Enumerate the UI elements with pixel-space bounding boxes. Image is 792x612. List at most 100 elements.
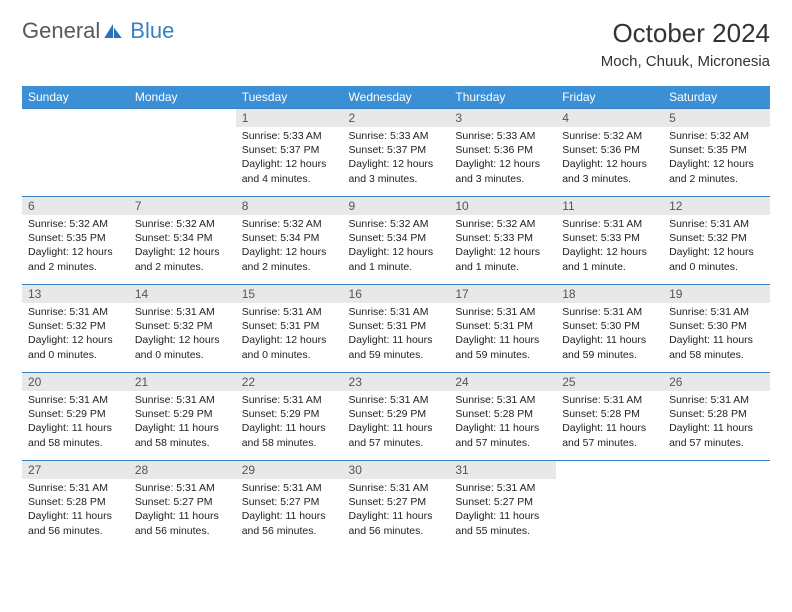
sunset-line: Sunset: 5:33 PM [455,231,550,245]
calendar-empty-cell [663,461,770,549]
sunset-line: Sunset: 5:27 PM [349,495,444,509]
day-body: Sunrise: 5:33 AMSunset: 5:37 PMDaylight:… [343,127,450,190]
calendar-day-cell: 10Sunrise: 5:32 AMSunset: 5:33 PMDayligh… [449,197,556,285]
calendar-day-cell: 13Sunrise: 5:31 AMSunset: 5:32 PMDayligh… [22,285,129,373]
calendar-day-cell: 30Sunrise: 5:31 AMSunset: 5:27 PMDayligh… [343,461,450,549]
day-body: Sunrise: 5:31 AMSunset: 5:28 PMDaylight:… [556,391,663,454]
day-number: 3 [449,109,556,127]
day-body: Sunrise: 5:32 AMSunset: 5:34 PMDaylight:… [236,215,343,278]
day-number: 19 [663,285,770,303]
day-body: Sunrise: 5:31 AMSunset: 5:29 PMDaylight:… [129,391,236,454]
weekday-header: Friday [556,86,663,109]
day-body: Sunrise: 5:31 AMSunset: 5:27 PMDaylight:… [343,479,450,542]
sunrise-line: Sunrise: 5:32 AM [562,129,657,143]
day-body: Sunrise: 5:32 AMSunset: 5:34 PMDaylight:… [129,215,236,278]
daylight-line: Daylight: 12 hours and 2 minutes. [669,157,764,185]
day-body: Sunrise: 5:31 AMSunset: 5:27 PMDaylight:… [449,479,556,542]
day-number: 21 [129,373,236,391]
daylight-line: Daylight: 11 hours and 59 minutes. [562,333,657,361]
calendar-empty-cell [22,109,129,197]
sunset-line: Sunset: 5:35 PM [669,143,764,157]
sunset-line: Sunset: 5:27 PM [242,495,337,509]
daylight-line: Daylight: 12 hours and 0 minutes. [28,333,123,361]
sunset-line: Sunset: 5:35 PM [28,231,123,245]
day-number: 18 [556,285,663,303]
sunset-line: Sunset: 5:34 PM [349,231,444,245]
sunrise-line: Sunrise: 5:31 AM [135,305,230,319]
daylight-line: Daylight: 11 hours and 58 minutes. [669,333,764,361]
sunrise-line: Sunrise: 5:32 AM [242,217,337,231]
daylight-line: Daylight: 12 hours and 3 minutes. [349,157,444,185]
calendar-week-row: 20Sunrise: 5:31 AMSunset: 5:29 PMDayligh… [22,373,770,461]
daylight-line: Daylight: 12 hours and 2 minutes. [28,245,123,273]
day-number: 28 [129,461,236,479]
sunrise-line: Sunrise: 5:31 AM [242,481,337,495]
calendar-day-cell: 22Sunrise: 5:31 AMSunset: 5:29 PMDayligh… [236,373,343,461]
day-number: 1 [236,109,343,127]
day-body: Sunrise: 5:32 AMSunset: 5:35 PMDaylight:… [663,127,770,190]
calendar-day-cell: 8Sunrise: 5:32 AMSunset: 5:34 PMDaylight… [236,197,343,285]
daylight-line: Daylight: 11 hours and 59 minutes. [455,333,550,361]
daylight-line: Daylight: 12 hours and 1 minute. [455,245,550,273]
calendar-week-row: 27Sunrise: 5:31 AMSunset: 5:28 PMDayligh… [22,461,770,549]
day-number: 31 [449,461,556,479]
daylight-line: Daylight: 11 hours and 55 minutes. [455,509,550,537]
day-body: Sunrise: 5:31 AMSunset: 5:33 PMDaylight:… [556,215,663,278]
page-title: October 2024 [601,18,770,49]
weekday-header-row: SundayMondayTuesdayWednesdayThursdayFrid… [22,86,770,109]
calendar-day-cell: 26Sunrise: 5:31 AMSunset: 5:28 PMDayligh… [663,373,770,461]
sunrise-line: Sunrise: 5:31 AM [562,393,657,407]
daylight-line: Daylight: 12 hours and 1 minute. [349,245,444,273]
brand-logo: General Blue [22,18,174,44]
day-body: Sunrise: 5:32 AMSunset: 5:36 PMDaylight:… [556,127,663,190]
daylight-line: Daylight: 11 hours and 56 minutes. [135,509,230,537]
calendar-day-cell: 9Sunrise: 5:32 AMSunset: 5:34 PMDaylight… [343,197,450,285]
sunset-line: Sunset: 5:32 PM [28,319,123,333]
calendar-day-cell: 21Sunrise: 5:31 AMSunset: 5:29 PMDayligh… [129,373,236,461]
day-number: 22 [236,373,343,391]
sunrise-line: Sunrise: 5:31 AM [349,481,444,495]
sunset-line: Sunset: 5:31 PM [349,319,444,333]
calendar-day-cell: 4Sunrise: 5:32 AMSunset: 5:36 PMDaylight… [556,109,663,197]
calendar-day-cell: 12Sunrise: 5:31 AMSunset: 5:32 PMDayligh… [663,197,770,285]
sunrise-line: Sunrise: 5:31 AM [135,393,230,407]
day-body: Sunrise: 5:31 AMSunset: 5:28 PMDaylight:… [449,391,556,454]
calendar-day-cell: 3Sunrise: 5:33 AMSunset: 5:36 PMDaylight… [449,109,556,197]
day-number: 20 [22,373,129,391]
calendar-day-cell: 20Sunrise: 5:31 AMSunset: 5:29 PMDayligh… [22,373,129,461]
calendar-day-cell: 7Sunrise: 5:32 AMSunset: 5:34 PMDaylight… [129,197,236,285]
sunset-line: Sunset: 5:34 PM [135,231,230,245]
sunset-line: Sunset: 5:29 PM [135,407,230,421]
sunrise-line: Sunrise: 5:32 AM [28,217,123,231]
sunrise-line: Sunrise: 5:32 AM [135,217,230,231]
sunrise-line: Sunrise: 5:31 AM [28,481,123,495]
weekday-header: Tuesday [236,86,343,109]
sunrise-line: Sunrise: 5:31 AM [455,305,550,319]
day-number: 10 [449,197,556,215]
sunrise-line: Sunrise: 5:31 AM [455,481,550,495]
day-body: Sunrise: 5:31 AMSunset: 5:31 PMDaylight:… [449,303,556,366]
sunset-line: Sunset: 5:28 PM [28,495,123,509]
calendar-day-cell: 23Sunrise: 5:31 AMSunset: 5:29 PMDayligh… [343,373,450,461]
day-number: 13 [22,285,129,303]
daylight-line: Daylight: 11 hours and 58 minutes. [135,421,230,449]
weekday-header: Wednesday [343,86,450,109]
calendar-day-cell: 31Sunrise: 5:31 AMSunset: 5:27 PMDayligh… [449,461,556,549]
sunrise-line: Sunrise: 5:31 AM [242,393,337,407]
calendar-day-cell: 16Sunrise: 5:31 AMSunset: 5:31 PMDayligh… [343,285,450,373]
sunset-line: Sunset: 5:31 PM [455,319,550,333]
calendar-table: SundayMondayTuesdayWednesdayThursdayFrid… [22,86,770,549]
day-number: 26 [663,373,770,391]
day-number: 6 [22,197,129,215]
day-body: Sunrise: 5:31 AMSunset: 5:32 PMDaylight:… [22,303,129,366]
daylight-line: Daylight: 12 hours and 2 minutes. [135,245,230,273]
day-body: Sunrise: 5:31 AMSunset: 5:32 PMDaylight:… [663,215,770,278]
sunset-line: Sunset: 5:28 PM [669,407,764,421]
daylight-line: Daylight: 12 hours and 4 minutes. [242,157,337,185]
calendar-day-cell: 27Sunrise: 5:31 AMSunset: 5:28 PMDayligh… [22,461,129,549]
calendar-day-cell: 6 Sunrise: 5:32 AMSunset: 5:35 PMDaylight… [22,197,129,285]
day-body: Sunrise: 5:31 AMSunset: 5:30 PMDaylight:… [556,303,663,366]
sunset-line: Sunset: 5:32 PM [669,231,764,245]
sunrise-line: Sunrise: 5:31 AM [562,217,657,231]
sunset-line: Sunset: 5:29 PM [242,407,337,421]
